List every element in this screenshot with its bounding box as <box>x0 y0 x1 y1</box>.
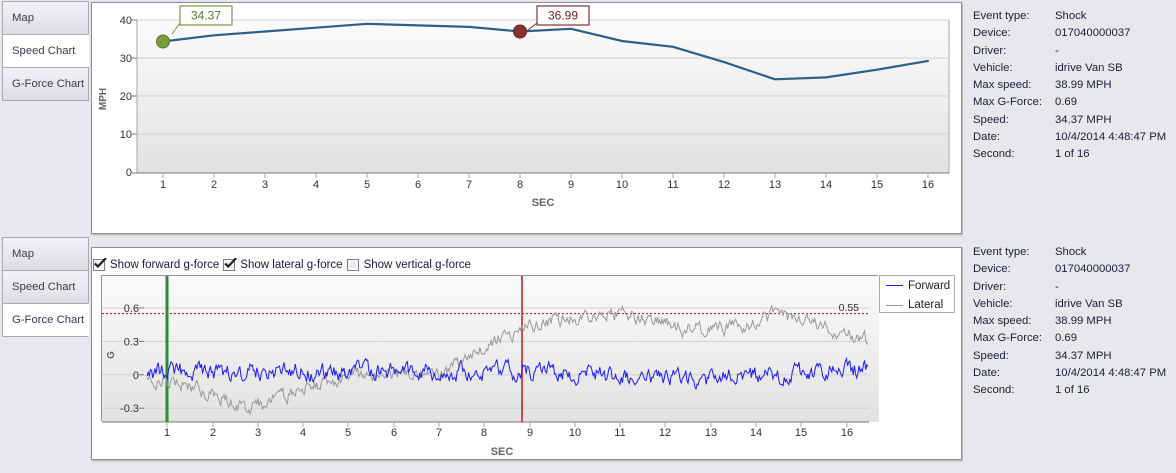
svg-text:3: 3 <box>262 179 268 191</box>
svg-text:2: 2 <box>210 427 216 439</box>
svg-text:7: 7 <box>436 427 442 439</box>
svg-text:6: 6 <box>391 427 397 439</box>
svg-text:2: 2 <box>211 179 217 191</box>
svg-text:3: 3 <box>255 427 261 439</box>
svg-text:15: 15 <box>871 179 883 191</box>
svg-text:11: 11 <box>614 427 625 439</box>
svg-text:12: 12 <box>659 427 671 439</box>
svg-text:8: 8 <box>481 427 487 439</box>
svg-text:8: 8 <box>517 179 523 191</box>
svg-text:1: 1 <box>164 427 170 439</box>
svg-text:40: 40 <box>120 15 132 27</box>
svg-text:14: 14 <box>750 427 762 439</box>
svg-text:0: 0 <box>133 370 139 382</box>
svg-text:5: 5 <box>345 427 351 439</box>
svg-text:9: 9 <box>527 427 533 439</box>
svg-text:12: 12 <box>718 179 730 191</box>
svg-text:13: 13 <box>705 427 717 439</box>
svg-text:SEC: SEC <box>491 446 514 458</box>
svg-text:4: 4 <box>313 179 319 191</box>
svg-text:0.55: 0.55 <box>839 302 860 314</box>
svg-text:34.37: 34.37 <box>191 9 221 23</box>
svg-text:10: 10 <box>569 427 581 439</box>
svg-text:G: G <box>106 351 117 359</box>
svg-text:0: 0 <box>126 167 132 179</box>
svg-text:1: 1 <box>160 179 166 191</box>
svg-text:36.99: 36.99 <box>548 9 578 23</box>
svg-text:14: 14 <box>820 179 832 191</box>
svg-text:20: 20 <box>120 91 132 103</box>
svg-text:16: 16 <box>922 179 934 191</box>
svg-text:7: 7 <box>466 179 472 191</box>
svg-text:-0.3: -0.3 <box>120 403 139 415</box>
svg-text:0.3: 0.3 <box>124 336 139 348</box>
svg-text:13: 13 <box>769 179 781 191</box>
svg-text:5: 5 <box>364 179 370 191</box>
svg-text:15: 15 <box>795 427 807 439</box>
svg-text:11: 11 <box>667 179 678 191</box>
svg-text:9: 9 <box>568 179 574 191</box>
svg-text:4: 4 <box>300 427 306 439</box>
svg-text:30: 30 <box>120 53 132 65</box>
svg-text:10: 10 <box>120 129 132 141</box>
svg-text:16: 16 <box>841 427 853 439</box>
svg-text:6: 6 <box>415 179 421 191</box>
svg-text:10: 10 <box>616 179 628 191</box>
svg-text:SEC: SEC <box>532 197 555 209</box>
svg-text:MPH: MPH <box>98 88 109 110</box>
